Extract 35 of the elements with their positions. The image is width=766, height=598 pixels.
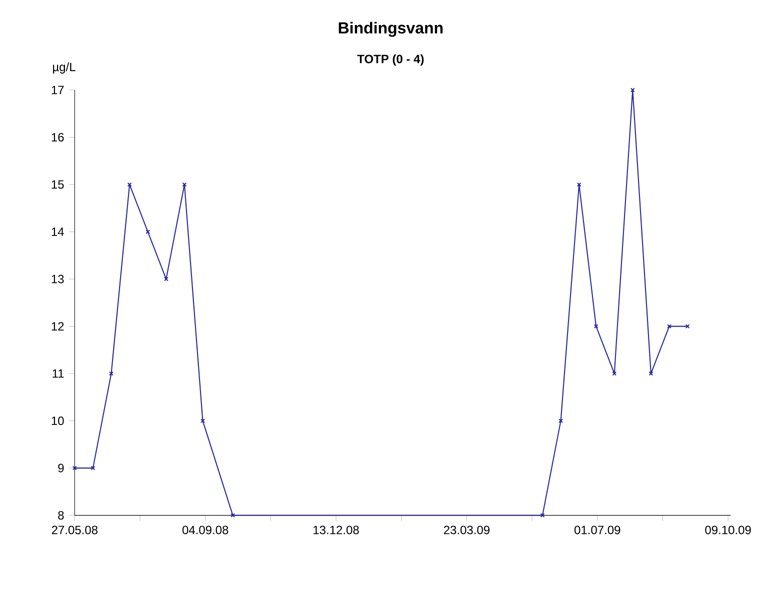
point	[648, 371, 654, 376]
point	[576, 182, 582, 187]
x-tick-label: 01.07.09	[574, 526, 620, 534]
point	[540, 513, 545, 518]
point	[90, 466, 96, 470]
point	[558, 418, 564, 424]
y-tick-label: 8	[58, 511, 64, 520]
x-tick-label: 13.12.08	[314, 526, 359, 534]
chart-title: Bindingsvann	[338, 22, 443, 37]
y-tick-label: 16	[52, 133, 64, 142]
x-tick-label: 27.05.08	[52, 526, 98, 534]
y-tick-label: 13	[52, 274, 64, 284]
y-tick-label: 9	[58, 464, 64, 472]
point	[146, 230, 150, 234]
y-axis-title: µg/L	[53, 62, 76, 74]
point	[667, 324, 672, 329]
x-tick-label: 23.03.09	[444, 526, 490, 534]
point	[230, 513, 236, 518]
point	[109, 371, 114, 376]
y-tick-label: 15	[52, 180, 64, 189]
y-tick-label: 11	[52, 369, 64, 378]
point	[127, 182, 132, 187]
point	[594, 324, 598, 329]
y-tick-label: 17	[52, 86, 64, 94]
point	[182, 182, 187, 187]
y-tick-label: 14	[52, 228, 64, 236]
y-tick-label: 10	[52, 416, 64, 426]
point	[164, 276, 168, 282]
x-tick-label: 09.10.09	[705, 526, 751, 534]
point	[200, 418, 205, 424]
point	[630, 88, 635, 92]
y-tick-label: 12	[52, 322, 64, 330]
x-tick-label: 04.09.08	[182, 526, 228, 534]
chart-subtitle: TOTP (0 - 4)	[357, 54, 424, 66]
point	[612, 371, 617, 376]
